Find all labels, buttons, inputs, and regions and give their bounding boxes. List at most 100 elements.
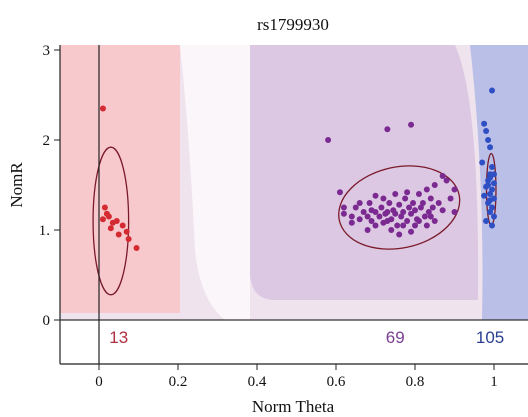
point-ab-35 — [417, 204, 424, 211]
point-ab-39 — [425, 209, 432, 215]
point-ab-18 — [384, 209, 391, 215]
point-ab-8 — [360, 209, 367, 215]
point-bb-22 — [487, 174, 494, 181]
point-ab-65 — [368, 207, 375, 214]
cluster-count-bb: 105 — [476, 328, 504, 347]
point-ab-7 — [356, 216, 363, 223]
plot-area: 13 69 105 — [59, 45, 528, 365]
point-aa-0 — [99, 105, 106, 112]
point-aa-12 — [133, 245, 140, 251]
point-aa-10 — [123, 228, 130, 235]
point-ab-48 — [388, 227, 395, 233]
point-ab-57 — [372, 192, 379, 199]
point-ab-59 — [439, 207, 446, 214]
point-aa-6 — [113, 218, 120, 224]
point-bb-24 — [487, 197, 494, 204]
y-axis-label: NomR — [7, 162, 26, 208]
point-ab-28 — [404, 218, 411, 224]
point-bb-0 — [489, 87, 496, 94]
x-tick-label-0: 0 — [95, 374, 103, 390]
y-tick-label-0: 0 — [43, 313, 51, 329]
point-bb-5 — [479, 159, 486, 166]
x-axis-label: Norm Theta — [252, 397, 335, 416]
point-ab-4 — [340, 210, 347, 217]
x-tick-label-5: 1 — [490, 374, 498, 390]
point-ab-11 — [368, 218, 375, 224]
point-bb-9 — [491, 180, 497, 187]
y-tick-label-2: 2 — [43, 133, 51, 149]
point-ab-56 — [356, 200, 363, 206]
x-tick-label-1: 0.2 — [169, 374, 188, 390]
point-ab-23 — [394, 222, 401, 229]
point-ab-60 — [340, 204, 347, 211]
point-ab-52 — [364, 227, 371, 233]
point-aa-3 — [99, 216, 106, 223]
point-ab-0 — [325, 137, 332, 143]
chart-title: rs1799930 — [257, 15, 329, 34]
point-aa-7 — [107, 225, 114, 232]
point-aa-4 — [105, 213, 112, 220]
point-ab-44 — [439, 173, 446, 179]
point-ab-36 — [419, 200, 426, 206]
point-ab-14 — [376, 213, 383, 220]
point-aa-1 — [101, 204, 108, 211]
point-ab-24 — [396, 201, 403, 208]
point-ab-53 — [431, 218, 438, 224]
point-ab-67 — [427, 213, 434, 220]
point-ab-27 — [402, 195, 409, 202]
y-tick-label-1: 1. — [39, 223, 50, 239]
point-bb-13 — [481, 192, 488, 199]
point-ab-50 — [380, 195, 387, 202]
point-bb-11 — [489, 186, 496, 193]
point-ab-1 — [384, 126, 391, 133]
point-ab-38 — [423, 186, 430, 193]
cluster-count-ab: 69 — [386, 328, 405, 347]
point-bb-2 — [483, 128, 490, 134]
point-ab-34 — [415, 191, 422, 197]
point-ab-41 — [429, 204, 436, 211]
point-aa-9 — [115, 231, 122, 238]
point-ab-5 — [348, 213, 355, 220]
point-ab-43 — [435, 200, 442, 206]
count-strip — [60, 320, 528, 364]
cluster-ellipse-aa — [92, 146, 130, 296]
point-ab-68 — [348, 219, 355, 226]
point-ab-32 — [412, 207, 418, 214]
point-ab-31 — [410, 200, 417, 206]
point-bb-12 — [487, 191, 494, 197]
x-tick-label-3: 0.6 — [327, 374, 346, 390]
point-ab-2 — [408, 121, 415, 128]
point-ab-66 — [400, 222, 407, 229]
point-ab-6 — [352, 204, 359, 211]
point-ab-37 — [421, 213, 428, 220]
point-ab-26 — [400, 209, 407, 215]
point-bb-3 — [485, 137, 492, 143]
point-ab-58 — [423, 222, 430, 229]
point-ab-19 — [386, 200, 393, 206]
point-ab-64 — [384, 218, 391, 224]
point-ab-45 — [443, 177, 450, 184]
point-ab-25 — [398, 213, 405, 220]
point-ab-15 — [378, 204, 385, 211]
point-bb-4 — [487, 144, 494, 151]
point-ab-29 — [406, 204, 413, 211]
point-ab-51 — [412, 222, 418, 229]
x-tick-label-2: 0.4 — [248, 374, 267, 390]
point-ab-63 — [415, 218, 422, 224]
y-tick-label-3: 3 — [43, 43, 51, 59]
cluster-count-aa: 13 — [109, 328, 128, 347]
region-ab — [250, 45, 479, 300]
point-aa-8 — [119, 222, 126, 229]
point-ab-46 — [447, 195, 454, 202]
point-ab-3 — [336, 189, 343, 196]
point-bb-20 — [489, 222, 496, 229]
point-ab-10 — [366, 200, 373, 206]
point-ab-55 — [404, 189, 411, 196]
point-ab-47 — [451, 186, 458, 193]
x-tick-label-4: 0.8 — [406, 374, 425, 390]
point-bb-6 — [489, 164, 496, 170]
point-bb-23 — [491, 171, 497, 178]
region-gap-left — [180, 45, 250, 320]
point-ab-42 — [431, 182, 438, 188]
